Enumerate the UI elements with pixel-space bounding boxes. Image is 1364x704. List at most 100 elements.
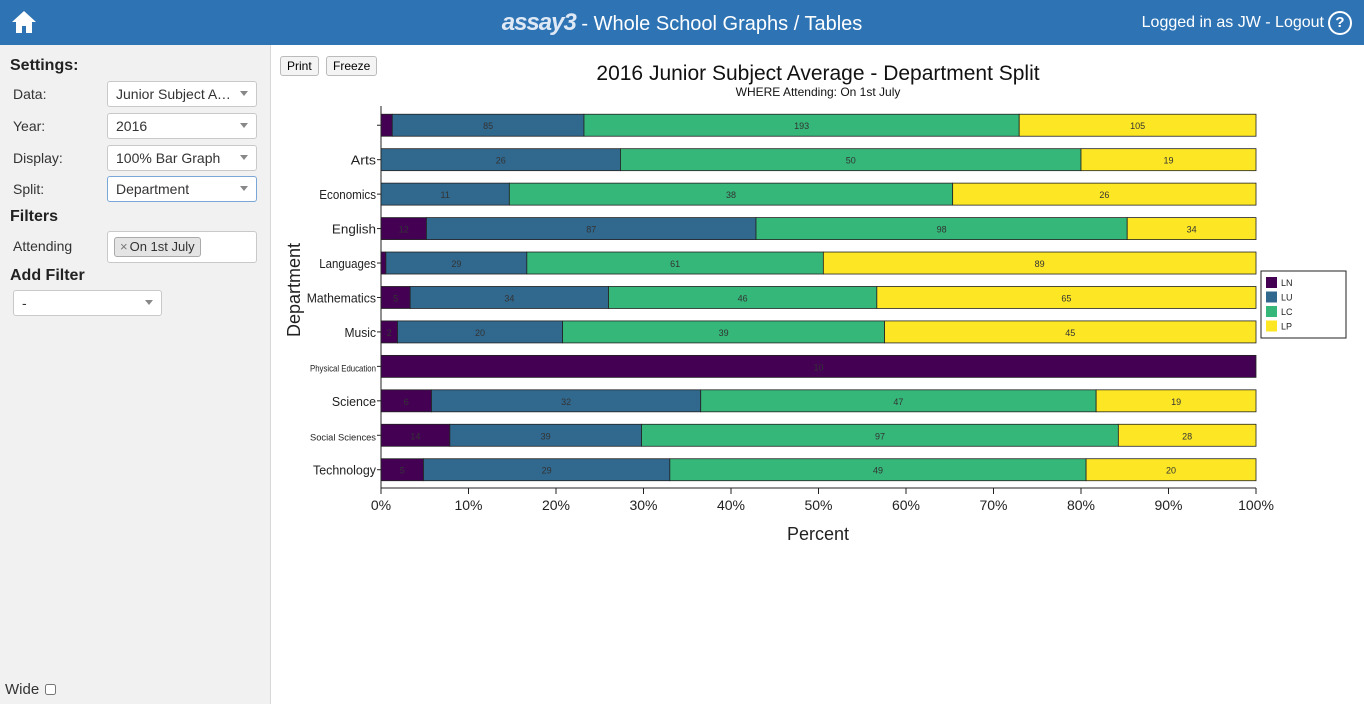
legend-label-LP: LP — [1281, 322, 1292, 332]
bar-LP — [876, 286, 1257, 309]
settings-title: Settings: — [10, 57, 79, 74]
bar-label: 49 — [873, 466, 883, 476]
logout-link[interactable]: Logged in as JW - Logout — [1141, 14, 1324, 31]
chevron-down-icon — [240, 123, 248, 128]
y-tick-label: Music — [345, 325, 377, 340]
display-select[interactable]: 100% Bar Graph — [107, 145, 257, 171]
bar-LP — [952, 182, 1257, 206]
wide-label: Wide — [5, 681, 40, 698]
bar-label: 105 — [1130, 121, 1145, 131]
bar-label: 87 — [586, 225, 596, 235]
bar-label: 2 — [387, 328, 392, 338]
bar-label: 193 — [794, 121, 809, 131]
bar-label: 29 — [542, 466, 552, 476]
bar-LP — [1085, 458, 1257, 482]
bar-label: 34 — [504, 293, 514, 303]
x-tick-label: 90% — [1154, 497, 1182, 513]
x-tick-label: 100% — [1238, 497, 1274, 513]
legend-swatch-LP — [1266, 320, 1277, 332]
remove-tag-icon[interactable]: × — [120, 239, 128, 254]
x-tick-label: 20% — [542, 497, 570, 513]
bar-LP — [1018, 113, 1257, 137]
x-tick-label: 50% — [804, 497, 832, 513]
display-label: Display: — [13, 150, 63, 166]
x-tick-label: 60% — [892, 497, 920, 513]
x-axis-label: Percent — [787, 524, 849, 544]
assay-logo: assay3 — [501, 9, 577, 36]
bar-label: 6 — [404, 397, 409, 407]
login-status[interactable]: Logged in as JW - Logout ? — [1142, 11, 1352, 35]
x-tick-label: 0% — [371, 497, 391, 513]
bar-LN — [380, 354, 1257, 378]
chart-title: 2016 Junior Subject Average - Department… — [596, 62, 1039, 85]
x-tick-label: 30% — [629, 497, 657, 513]
bar-label: 26 — [1099, 190, 1109, 200]
legend-swatch-LU — [1266, 291, 1277, 303]
bar-label: 14 — [410, 431, 420, 441]
help-icon[interactable]: ? — [1328, 11, 1352, 35]
wide-toggle[interactable]: Wide — [5, 681, 57, 698]
bar-label: 32 — [561, 397, 571, 407]
home-icon[interactable] — [10, 9, 38, 35]
year-label: Year: — [13, 118, 46, 134]
legend-label-LU: LU — [1281, 293, 1293, 303]
bar-label: 39 — [719, 328, 729, 338]
y-tick-label: Social Sciences — [310, 432, 377, 442]
filter-tag-label: On 1st July — [129, 239, 195, 254]
bar-label: 5 — [400, 466, 405, 476]
chevron-down-icon — [145, 300, 153, 305]
bar-label: 98 — [937, 225, 947, 235]
bar-label: 85 — [483, 121, 493, 131]
freeze-button[interactable]: Freeze — [326, 56, 378, 76]
bar-LP — [1117, 423, 1257, 447]
bar-label: 45 — [1065, 328, 1075, 338]
x-tick-label: 10% — [454, 497, 482, 513]
top-bar: assay3 - Whole School Graphs / Tables Lo… — [0, 0, 1364, 45]
bar-label: 5 — [393, 293, 398, 303]
bar-label: 65 — [1061, 293, 1071, 303]
data-select-value: Junior Subject Average — [116, 86, 234, 102]
chart-subtitle: WHERE Attending: On 1st July — [736, 85, 901, 99]
bar-label: 46 — [738, 293, 748, 303]
bar-label: 50 — [846, 156, 856, 166]
bar-LP — [1080, 148, 1257, 172]
bar-LN — [380, 251, 387, 275]
bar-label: 20 — [475, 328, 485, 338]
bar-label: 19 — [1163, 156, 1173, 166]
split-label: Split: — [13, 181, 45, 197]
chevron-down-icon — [240, 91, 248, 96]
data-select[interactable]: Junior Subject Average — [107, 81, 257, 107]
legend-swatch-LN — [1266, 277, 1277, 288]
split-select[interactable]: Department — [107, 176, 257, 202]
add-filter-value: - — [22, 295, 27, 311]
bar-LN — [380, 113, 393, 137]
bar-label: 26 — [496, 156, 506, 166]
bar-label: 61 — [670, 259, 680, 269]
wide-checkbox[interactable] — [45, 684, 57, 695]
y-tick-label: Economics — [319, 187, 376, 202]
legend-swatch-LC — [1266, 306, 1277, 317]
year-select[interactable]: 2016 — [107, 113, 257, 139]
split-select-value: Department — [116, 181, 190, 197]
chart: 2016 Junior Subject Average - Department… — [284, 62, 1347, 544]
add-filter-title: Add Filter — [10, 267, 85, 284]
filter-tag: × On 1st July — [114, 237, 201, 257]
y-tick-label: Languages — [319, 256, 376, 271]
bar-LP — [822, 251, 1257, 275]
y-tick-label: Physical Education — [310, 363, 376, 373]
add-filter-select[interactable]: - — [13, 290, 162, 316]
y-tick-label: English — [332, 222, 376, 237]
print-button[interactable]: Print — [280, 56, 319, 76]
bar-label: 28 — [1182, 431, 1192, 441]
bar-label: 19 — [1171, 397, 1181, 407]
bar-label: 89 — [1035, 259, 1045, 269]
bar-label: 29 — [451, 259, 461, 269]
chevron-down-icon — [240, 186, 248, 191]
y-axis-label: Department — [284, 243, 304, 337]
bar-label: 12 — [399, 225, 409, 235]
bar-LP — [1126, 217, 1257, 240]
attending-filter-input[interactable]: × On 1st July — [107, 231, 257, 263]
filters-title: Filters — [10, 208, 59, 225]
bar-label: 47 — [893, 397, 903, 407]
bar-label: 11 — [440, 190, 449, 200]
